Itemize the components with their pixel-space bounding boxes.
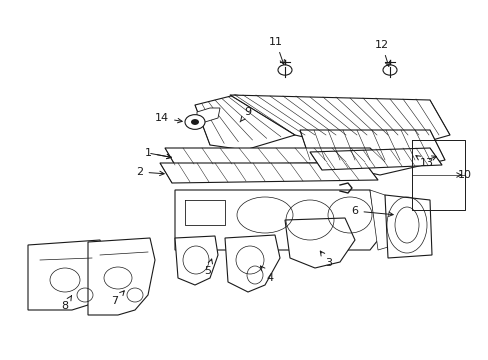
Text: 9: 9: [240, 107, 251, 122]
Text: 5: 5: [204, 259, 212, 276]
Polygon shape: [88, 238, 155, 315]
Text: 1: 1: [144, 148, 171, 159]
Circle shape: [191, 119, 199, 125]
Circle shape: [278, 65, 291, 75]
Polygon shape: [175, 236, 218, 285]
Polygon shape: [28, 240, 105, 310]
Text: 6: 6: [351, 206, 392, 216]
Polygon shape: [175, 190, 377, 250]
Text: 8: 8: [61, 296, 71, 311]
Text: 2: 2: [136, 167, 164, 177]
Polygon shape: [197, 108, 220, 122]
Text: 4: 4: [260, 266, 273, 283]
Polygon shape: [195, 95, 309, 150]
Circle shape: [184, 114, 204, 129]
Text: 3: 3: [320, 251, 332, 268]
Polygon shape: [285, 218, 354, 268]
Text: 7: 7: [111, 291, 124, 306]
Polygon shape: [309, 148, 441, 170]
Polygon shape: [224, 235, 280, 292]
Polygon shape: [229, 95, 449, 155]
Polygon shape: [164, 148, 384, 165]
Text: 12: 12: [374, 40, 389, 66]
Text: 14: 14: [155, 113, 182, 123]
Circle shape: [382, 65, 396, 75]
Polygon shape: [369, 190, 394, 250]
Text: 10: 10: [457, 170, 471, 180]
Text: 11: 11: [268, 37, 284, 64]
Polygon shape: [299, 130, 444, 175]
Text: 13: 13: [415, 156, 433, 168]
Polygon shape: [384, 195, 431, 258]
Polygon shape: [160, 163, 377, 183]
